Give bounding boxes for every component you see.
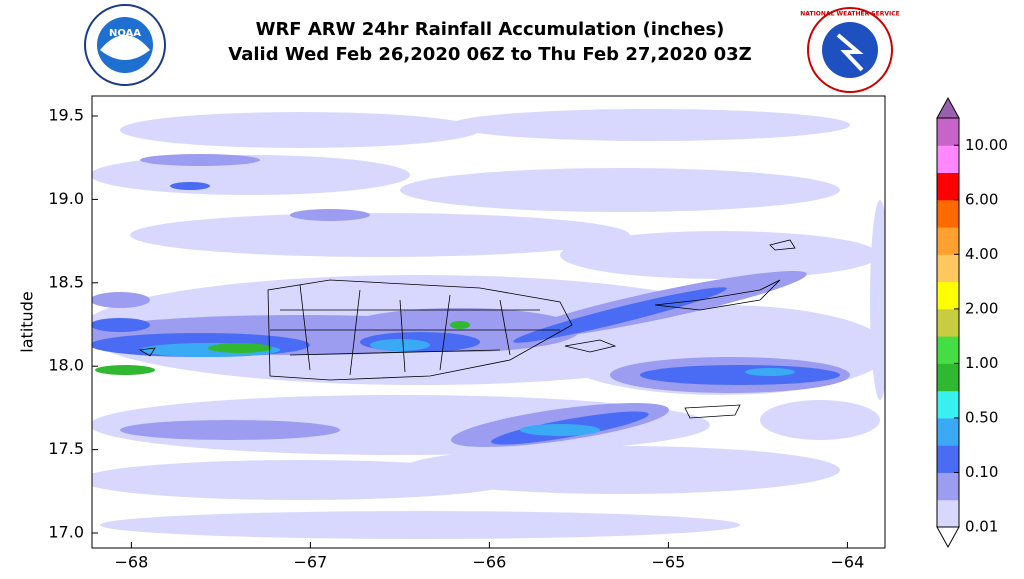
- y-tick-label: 17.5: [48, 439, 84, 458]
- nws-logo: NATIONAL WEATHER SERVICE: [800, 7, 900, 93]
- colorbar-segment: [937, 281, 959, 310]
- x-tick-label: −67: [294, 553, 328, 572]
- colorbar-under: [936, 526, 960, 549]
- colorbar-segment: [937, 227, 959, 255]
- y-tick-label: 18.0: [48, 356, 84, 375]
- x-tick-label: −65: [652, 553, 686, 572]
- colorbar-segment: [937, 145, 959, 174]
- x-tick-label: −64: [831, 553, 865, 572]
- noaa-logo: NOAA: [84, 4, 166, 86]
- colorbar-label: 4.00: [965, 245, 998, 263]
- colorbar-segment: [937, 417, 959, 446]
- colorbar-segment: [937, 363, 959, 392]
- colorbar-segment: [937, 254, 959, 283]
- colorbar-label: 6.00: [965, 190, 998, 208]
- colorbar-segment: [937, 336, 959, 364]
- colorbar: 0.01 0.10 0.50 1.00 2.00 4.00 6.00 10.00: [936, 96, 1008, 549]
- colorbar-segment: [937, 308, 959, 337]
- rainfall-field: [92, 96, 885, 548]
- nws-logo-text: NATIONAL WEATHER SERVICE: [800, 11, 899, 18]
- colorbar-segment: [937, 445, 959, 473]
- colorbar-over: [936, 96, 960, 119]
- colorbar-segment: [937, 390, 959, 419]
- colorbar-frame: [936, 117, 960, 528]
- colorbar-segment: [937, 118, 959, 146]
- y-tick-label: 19.5: [48, 106, 84, 125]
- colorbar-label: 0.10: [965, 463, 998, 481]
- colorbar-segment: [937, 199, 959, 228]
- colorbar-segment: [937, 172, 959, 201]
- colorbar-segment: [937, 472, 959, 501]
- colorbar-segment: [937, 499, 959, 528]
- x-tick-label: −68: [114, 553, 148, 572]
- colorbar-label: 1.00: [965, 354, 998, 372]
- y-tick-label: 17.0: [48, 522, 84, 541]
- noaa-logo-text: NOAA: [109, 28, 141, 39]
- x-tick-label: −66: [473, 553, 507, 572]
- y-tick-label: 19.0: [48, 189, 84, 208]
- y-axis-label: latitude: [18, 291, 37, 352]
- title: WRF ARW 24hr Rainfall Accumulation (inch…: [256, 19, 725, 40]
- colorbar-label: 2.00: [965, 299, 998, 317]
- colorbar-label: 0.50: [965, 408, 998, 426]
- colorbar-label: 10.00: [965, 136, 1008, 154]
- y-tick-label: 18.5: [48, 272, 84, 291]
- colorbar-label: 0.01: [965, 518, 998, 536]
- subtitle: Valid Wed Feb 26,2020 06Z to Thu Feb 27,…: [228, 44, 751, 65]
- plot-frame: [91, 95, 886, 549]
